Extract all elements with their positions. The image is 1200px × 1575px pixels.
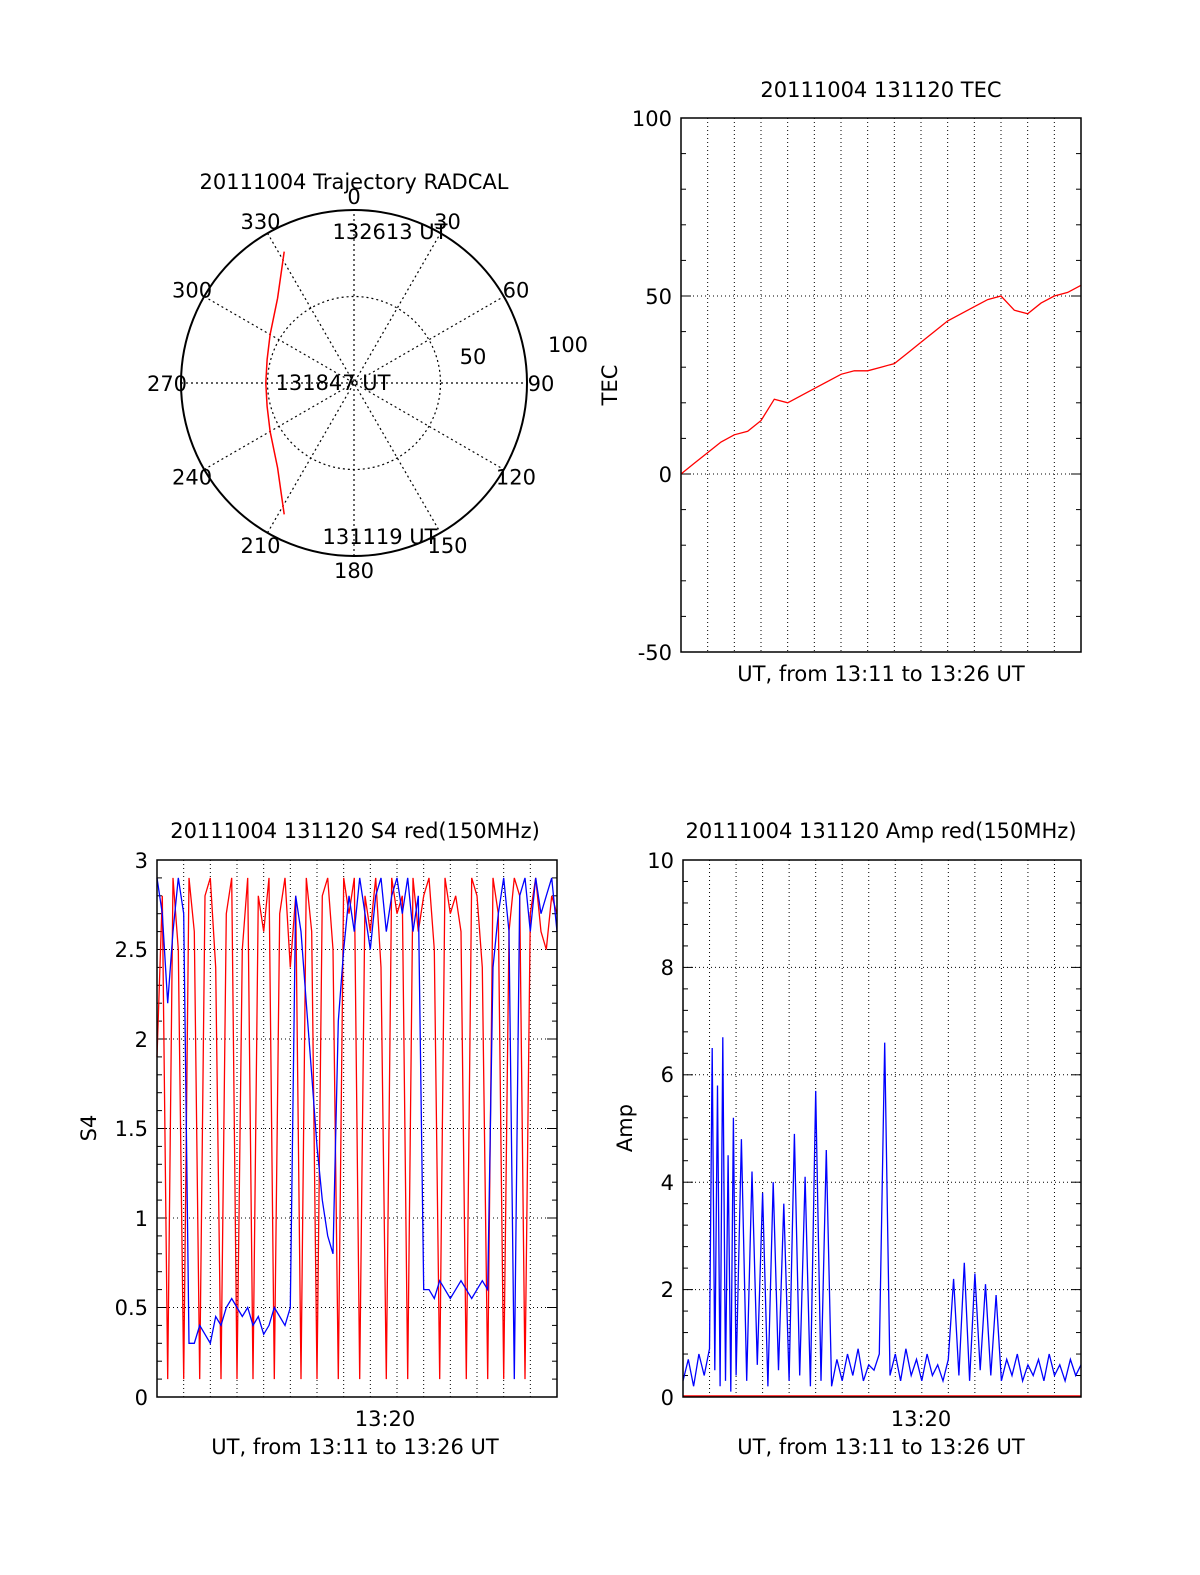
tec-ytick-label: 100 [632,107,672,131]
s4-ytick-label: 1 [135,1207,148,1231]
tec-xlabel: UT, from 13:11 to 13:26 UT [737,662,1025,686]
polar-azimuth-ticks: 0 30 60 90 120 150 180 210 240 270 300 330 [147,185,554,583]
s4-plot-frame [156,859,558,1398]
tec-ytick-label: -50 [638,641,672,665]
amp-chart: 20111004 131120 Amp red(150MHz) 10 8 6 4… [613,819,1082,1459]
tec-title: 20111004 131120 TEC [760,78,1001,102]
polar-grid [180,209,528,557]
polar-radial-tick-100: 100 [548,333,588,357]
polar-trajectory [265,251,285,515]
amp-plot-frame [682,859,1082,1398]
polar-annotation-end: 132613 UT [332,220,447,244]
tec-ytick-label: 50 [645,285,672,309]
tec-ytick-label: 0 [659,463,672,487]
polar-azimuth-label: 270 [147,372,187,396]
polar-azimuth-label: 210 [240,534,280,558]
amp-ytick-label: 0 [661,1386,674,1410]
polar-chart: 20111004 Trajectory RADCAL 0 30 60 90 120 150… [147,170,588,583]
s4-plot-area [156,859,558,1398]
tec-ylabel: TEC [598,365,622,407]
s4-xtick-label: 13:20 [355,1407,416,1431]
s4-chart: 20111004 131120 S4 red(150MHz) 3 2.5 2 1… [77,819,558,1459]
s4-ytick-label: 2 [135,1028,148,1052]
polar-annotation-mid: 131847 UT [275,371,390,395]
amp-xlabel: UT, from 13:11 to 13:26 UT [737,1435,1025,1459]
s4-title: 20111004 131120 S4 red(150MHz) [170,819,540,843]
tec-plot-frame [680,117,1082,653]
tec-plot-area [680,117,1082,653]
polar-azimuth-label: 30 [434,210,461,234]
amp-ytick-label: 2 [661,1278,674,1302]
amp-ylabel: Amp [613,1104,637,1152]
amp-ytick-label: 8 [661,956,674,980]
polar-azimuth-label: 0 [347,185,360,209]
polar-title: 20111004 Trajectory RADCAL [200,170,509,194]
polar-azimuth-label: 240 [172,466,212,490]
s4-series-line-1 [156,877,558,1380]
amp-ytick-label: 10 [647,849,674,873]
amp-plot-area [682,859,1082,1398]
tec-chart: 20111004 131120 TEC 100 50 0 -50 TEC UT,… [598,78,1082,686]
amp-ytick-label: 6 [661,1063,674,1087]
s4-ylabel: S4 [77,1115,101,1142]
s4-ytick-label: 0 [135,1386,148,1410]
polar-azimuth-label: 330 [240,210,280,234]
s4-ytick-label: 2.5 [115,938,148,962]
amp-xtick-label: 13:20 [891,1407,952,1431]
amp-ytick-label: 4 [661,1171,674,1195]
amp-title: 20111004 131120 Amp red(150MHz) [685,819,1076,843]
amp-series-line-0 [682,1037,1082,1392]
polar-azimuth-label: 150 [427,534,467,558]
polar-radial-tick-50: 50 [460,345,487,369]
s4-ytick-label: 1.5 [115,1117,148,1141]
polar-trajectory-line [265,251,285,515]
s4-ytick-label: 0.5 [115,1296,148,1320]
s4-ytick-label: 3 [135,849,148,873]
polar-azimuth-label: 120 [496,466,536,490]
polar-azimuth-label: 60 [503,279,530,303]
polar-azimuth-label: 90 [528,372,555,396]
s4-xlabel: UT, from 13:11 to 13:26 UT [211,1435,499,1459]
polar-azimuth-label: 180 [334,559,374,583]
polar-annotation-start: 131119 UT [322,525,437,549]
tec-series-line-0 [680,284,1082,475]
polar-azimuth-label: 300 [172,279,212,303]
